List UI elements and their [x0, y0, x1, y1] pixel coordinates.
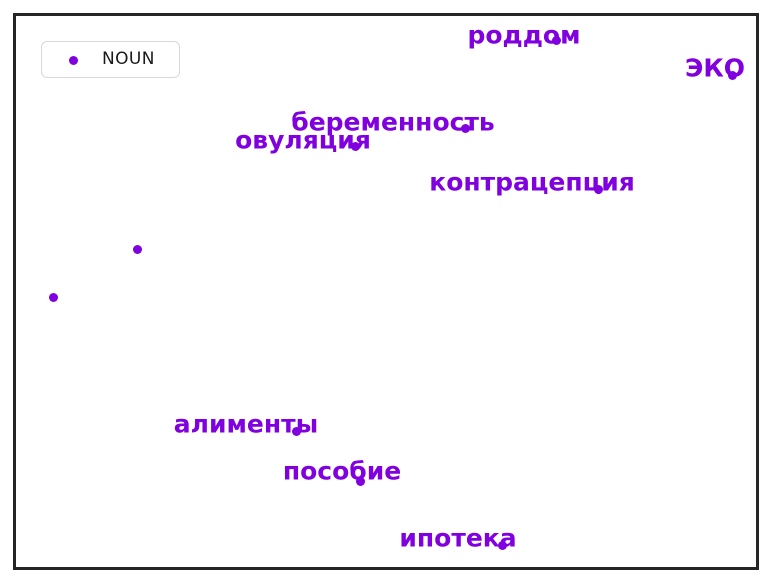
- data-point[interactable]: [460, 123, 470, 133]
- point-label: роддом: [467, 20, 581, 50]
- point-label: пособие: [282, 456, 402, 486]
- data-point[interactable]: [355, 476, 365, 486]
- legend[interactable]: NOUN: [41, 41, 180, 78]
- legend-entry-noun[interactable]: NOUN: [42, 42, 179, 77]
- legend-label-noun: NOUN: [102, 49, 155, 69]
- point-label: контрацепция: [429, 167, 635, 197]
- point-label: овуляция: [235, 125, 371, 155]
- data-point[interactable]: [350, 141, 360, 151]
- plot-area-frame: роддом ЭКО беременность овуляция контрацепци…: [13, 13, 759, 570]
- data-point[interactable]: [48, 292, 58, 302]
- data-point[interactable]: [593, 184, 603, 194]
- data-point[interactable]: [497, 540, 507, 550]
- data-point[interactable]: [132, 244, 142, 254]
- data-point[interactable]: [291, 426, 301, 436]
- data-point[interactable]: [727, 70, 737, 80]
- data-point[interactable]: [551, 35, 561, 45]
- legend-circle-marker-icon: [69, 56, 78, 65]
